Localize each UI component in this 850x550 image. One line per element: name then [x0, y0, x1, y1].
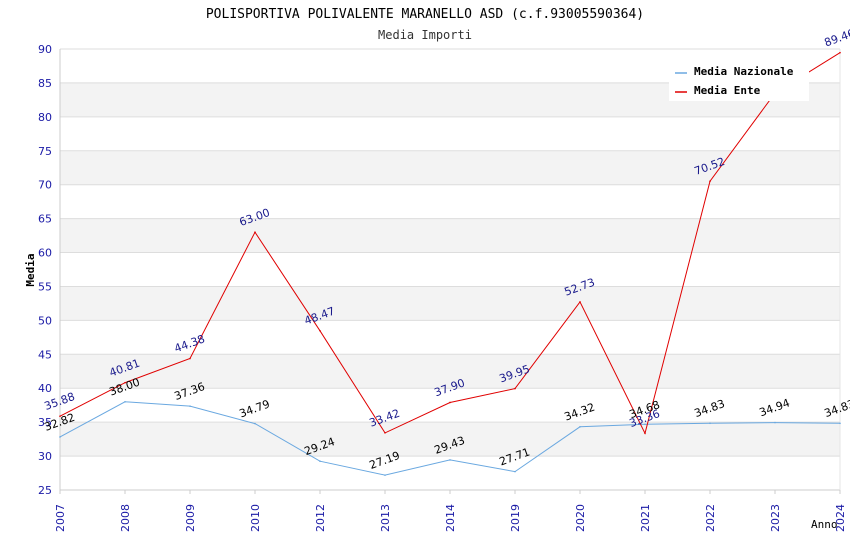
data-label: 34.79 [238, 397, 272, 420]
grid-band [60, 218, 840, 253]
y-axis-label: Media [24, 253, 37, 286]
data-label: 44.38 [173, 332, 207, 355]
data-point [579, 301, 581, 303]
legend: Media Nazionale Media Ente [669, 61, 809, 101]
data-point [709, 180, 711, 182]
x-tick-labels: 2007 2008 2009 2010 2012 2013 2014 2019 2020 2021… [54, 490, 847, 532]
data-point [449, 401, 451, 404]
data-point [59, 436, 61, 438]
y-tick-label: 55 [38, 280, 52, 293]
data-point [384, 474, 386, 476]
x-tick-label: 2020 [574, 504, 587, 532]
data-point [774, 421, 776, 424]
y-tick-label: 40 [38, 382, 52, 395]
x-tick-label: 2021 [639, 504, 652, 532]
data-label: 89.46 [823, 26, 850, 49]
y-tick-label: 60 [38, 247, 52, 260]
legend-label-media-ente: Media Ente [694, 84, 761, 97]
y-tick-label: 75 [38, 145, 52, 158]
y-tick-label: 50 [38, 314, 52, 327]
data-label: 34.83 [823, 397, 850, 420]
data-label: 34.32 [563, 401, 597, 424]
data-point [579, 425, 581, 428]
y-tick-label: 90 [38, 43, 52, 56]
data-point [839, 422, 841, 425]
x-tick-label: 2010 [249, 504, 262, 532]
grid-band [60, 150, 840, 185]
data-point [839, 51, 841, 54]
x-tick-label: 2008 [119, 504, 132, 532]
data-point [59, 415, 61, 417]
y-tick-label: 85 [38, 77, 52, 90]
data-point [644, 432, 646, 435]
legend-box [669, 61, 809, 101]
data-point [449, 459, 451, 461]
chart-subtitle: Media Importi [378, 28, 472, 42]
y-tick-label: 70 [38, 179, 52, 192]
x-tick-label: 2024 [834, 504, 847, 532]
data-point [514, 470, 516, 473]
x-tick-label: 2022 [704, 504, 717, 532]
data-label: 34.94 [758, 396, 792, 419]
y-tick-label: 35 [38, 416, 52, 429]
x-tick-label: 2007 [54, 504, 67, 532]
grid-band [60, 354, 840, 389]
x-tick-label: 2009 [184, 504, 197, 532]
data-point [189, 357, 191, 360]
x-axis-label: Anno [811, 518, 838, 531]
data-point [709, 422, 711, 425]
data-point [189, 405, 191, 407]
grid-band [60, 422, 840, 457]
x-tick-label: 2013 [379, 504, 392, 532]
y-tick-label: 30 [38, 450, 52, 463]
chart-title: POLISPORTIVA POLIVALENTE MARANELLO ASD (… [206, 7, 644, 22]
data-point [644, 423, 646, 426]
y-tick-labels: 25 30 35 40 45 50 55 60 65 70 75 80 85 90 [38, 43, 52, 497]
grid-band [60, 286, 840, 321]
y-tick-label: 45 [38, 348, 52, 361]
legend-label-media-nazionale: Media Nazionale [694, 65, 794, 78]
data-point [319, 329, 321, 332]
x-tick-label: 2023 [769, 504, 782, 532]
data-point [254, 231, 256, 233]
x-tick-label: 2012 [314, 504, 327, 532]
data-point [124, 401, 126, 403]
y-tick-label: 25 [38, 484, 52, 497]
data-point [124, 381, 126, 384]
series-lines [59, 51, 841, 476]
x-tick-label: 2014 [444, 504, 457, 532]
data-point [384, 432, 386, 434]
data-point [319, 460, 321, 463]
y-tick-label: 65 [38, 213, 52, 226]
data-label: 34.83 [693, 397, 727, 420]
data-point [254, 422, 256, 425]
y-tick-label: 80 [38, 111, 52, 124]
data-point [514, 387, 516, 390]
x-tick-label: 2019 [509, 504, 522, 532]
